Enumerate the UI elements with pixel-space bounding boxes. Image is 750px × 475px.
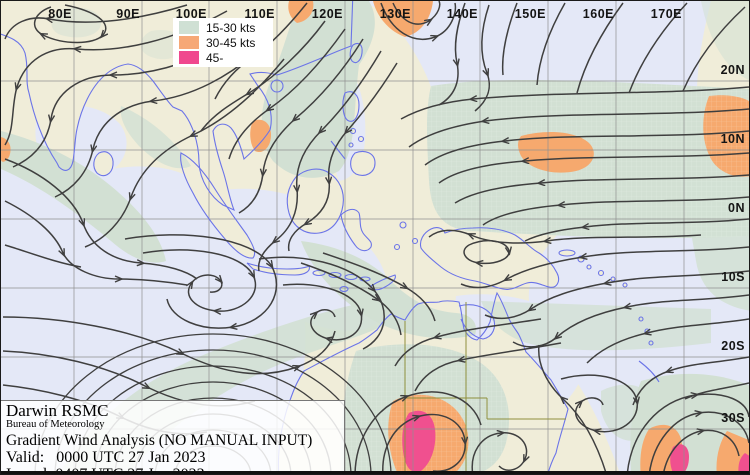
lat-label: 10S [721, 270, 745, 284]
wind-speed-legend: 15-30 kts 30-45 kts 45- [173, 18, 273, 67]
legend-row: 15-30 kts [179, 20, 273, 35]
bottom-frame-bar [1, 471, 749, 474]
issued-time: Issued: 0407 UTC 27 Jan 2023 [6, 466, 344, 474]
lon-label: 110E [244, 7, 275, 21]
legend-swatch-45-plus [179, 51, 199, 64]
lon-label: 130E [379, 7, 411, 21]
analysis-info-box: Darwin RSMC Bureau of Meteorology Gradie… [1, 400, 345, 474]
lat-label: 0N [728, 201, 745, 215]
valid-time: Valid: 0000 UTC 27 Jan 2023 [6, 448, 206, 466]
lat-label: 10N [720, 132, 745, 146]
legend-row: 30-45 kts [179, 35, 273, 50]
lon-label: 170E [650, 7, 682, 21]
legend-label: 45- [206, 50, 224, 65]
legend-swatch-15-30 [179, 21, 199, 34]
legend-label: 30-45 kts [206, 35, 256, 50]
lon-label: 150E [514, 7, 546, 21]
lon-label: 160E [582, 7, 614, 21]
lon-label: 80E [48, 7, 72, 21]
product-title: Gradient Wind Analysis (NO MANUAL INPUT) [6, 432, 313, 450]
lat-label: 20N [720, 63, 745, 77]
agency-title: Darwin RSMC [6, 401, 109, 420]
legend-row: 45- [179, 50, 273, 65]
lon-label: 90E [116, 7, 140, 21]
legend-label: 15-30 kts [206, 20, 256, 35]
lon-label: 140E [446, 7, 478, 21]
lat-label: 30S [721, 411, 745, 425]
lon-label: 120E [311, 7, 343, 21]
legend-swatch-30-45 [179, 36, 199, 49]
lat-label: 20S [721, 339, 745, 353]
bureau-subtitle: Bureau of Meteorology [6, 419, 105, 431]
lon-label: 100E [175, 7, 207, 21]
